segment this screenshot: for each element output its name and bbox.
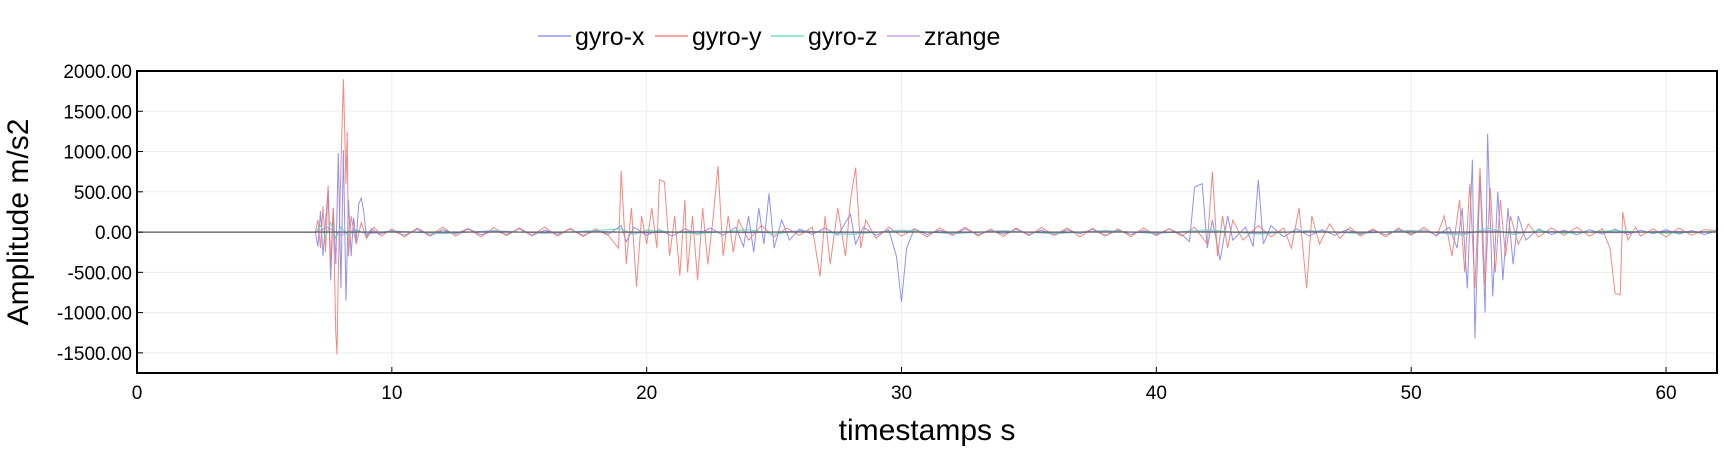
series-layer: [137, 79, 1718, 355]
y-tick-label: 0.00: [95, 223, 132, 244]
y-tick-label: 2000.00: [63, 62, 132, 83]
y-tick-label: 500.00: [74, 183, 132, 204]
series-line-gyro-y: [137, 79, 1718, 355]
x-tick-label: 20: [636, 383, 657, 404]
y-tick-label: -500.00: [68, 263, 132, 284]
plot-frame: [136, 70, 1718, 374]
y-tick-label: 1000.00: [63, 143, 132, 164]
grid: [136, 70, 1717, 373]
x-tick-label: 0: [132, 383, 143, 404]
x-axis-title: timestamps s: [839, 414, 1016, 447]
y-tick-label: -1500.00: [57, 344, 132, 365]
y-axis-title: Amplitude m/s2: [2, 119, 35, 326]
legend-label-gyro-z: gyro-z: [808, 23, 877, 51]
x-tick-label: 50: [1401, 383, 1422, 404]
y-ticks: 2000.00 1500.00 1000.00 500.00 0.00 -500.00 -1…: [57, 62, 143, 365]
legend-label-gyro-x: gyro-x: [575, 23, 645, 51]
legend-label-gyro-y: gyro-y: [692, 23, 762, 51]
legend: gyro-x gyro-y gyro-z zrange: [538, 23, 1000, 51]
legend-label-zrange: zrange: [924, 23, 1000, 51]
x-tick-label: 10: [381, 383, 402, 404]
x-tick-label: 40: [1146, 383, 1167, 404]
y-tick-label: -1000.00: [57, 304, 132, 325]
x-ticks: 0 10 20 30 40 50 60: [132, 367, 1677, 404]
x-tick-label: 30: [891, 383, 912, 404]
y-tick-label: 1500.00: [63, 102, 132, 123]
series-line-gyro-x: [137, 133, 1718, 339]
x-tick-label: 60: [1655, 383, 1676, 404]
